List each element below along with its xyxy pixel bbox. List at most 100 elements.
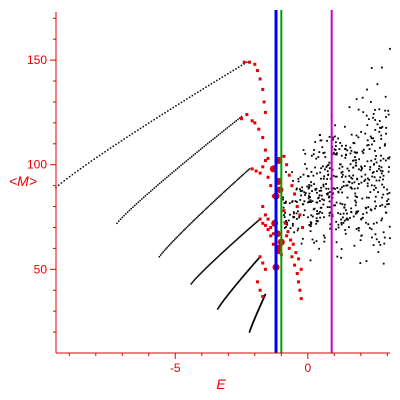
black-band-point — [176, 236, 179, 238]
black-cloud-point — [344, 144, 347, 147]
black-band-point — [169, 108, 172, 111]
black-cloud-point — [332, 174, 335, 177]
black-band-point — [223, 298, 226, 301]
black-cloud-point — [384, 109, 387, 112]
black-cloud-point — [374, 149, 376, 152]
black-band-point — [196, 151, 198, 153]
black-band-point — [57, 184, 60, 186]
red-point — [258, 77, 262, 81]
black-cloud-point — [324, 156, 327, 158]
black-cloud-point — [339, 202, 342, 205]
black-cloud-point — [335, 228, 337, 231]
black-cloud-point — [349, 217, 351, 219]
black-band-point — [150, 120, 153, 123]
black-cloud-point — [310, 181, 312, 183]
black-cloud-point — [310, 214, 313, 217]
black-cloud-point — [323, 151, 326, 154]
black-cloud-point — [383, 144, 386, 147]
black-band-point — [190, 283, 192, 285]
red-point — [290, 255, 294, 259]
black-band-point — [229, 71, 232, 73]
black-cloud-point — [291, 201, 294, 203]
black-cloud-point — [365, 260, 368, 262]
black-cloud-point — [304, 163, 306, 165]
vertical-lines — [274, 10, 333, 353]
black-band-point — [167, 175, 170, 177]
black-cloud-point — [366, 182, 369, 185]
black-cloud-point — [335, 220, 338, 223]
y-tick-label: 150 — [27, 53, 47, 67]
black-cloud-point — [301, 189, 304, 192]
black-cloud-point — [352, 215, 355, 218]
black-cloud-point — [372, 222, 375, 225]
black-band-point — [246, 61, 248, 63]
black-band-point — [206, 266, 208, 269]
black-cloud-point — [328, 161, 331, 164]
black-cloud-point — [292, 211, 295, 214]
black-cloud-point — [335, 141, 337, 144]
black-cloud-point — [348, 175, 351, 177]
black-cloud-point — [387, 113, 390, 116]
black-cloud-point — [283, 227, 286, 229]
black-cloud-point — [352, 166, 355, 169]
black-band-point — [137, 129, 139, 131]
red-point — [258, 255, 262, 259]
black-cloud-point — [346, 217, 348, 220]
black-cloud-point — [301, 203, 304, 206]
black-band-point — [230, 184, 233, 186]
black-cloud-point — [313, 183, 315, 185]
black-band-point — [66, 177, 68, 180]
black-band-point — [233, 121, 236, 123]
black-cloud-point — [300, 194, 303, 197]
black-band-point — [221, 76, 224, 78]
red-point — [266, 156, 270, 160]
black-band-point — [205, 144, 207, 146]
black-band-point — [191, 94, 194, 97]
black-cloud-point — [389, 47, 391, 50]
black-band-point — [164, 178, 166, 180]
black-cloud-point — [335, 153, 338, 156]
black-cloud-point — [362, 111, 365, 114]
black-band-point — [201, 147, 204, 149]
black-cloud-point — [301, 237, 304, 240]
black-cloud-point — [352, 141, 355, 144]
black-cloud-point — [367, 196, 370, 199]
black-cloud-point — [355, 98, 358, 101]
black-band-point — [109, 147, 112, 149]
black-cloud-point — [329, 227, 332, 230]
red-point — [297, 257, 301, 261]
black-cloud-point — [294, 200, 297, 203]
black-band-point — [231, 242, 234, 245]
black-cloud-point — [313, 241, 316, 244]
black-cloud-point — [356, 177, 359, 180]
black-band-point — [199, 89, 202, 92]
black-band-point — [219, 132, 221, 135]
black-cloud-point — [380, 134, 383, 137]
black-cloud-point — [315, 187, 318, 190]
black-band-point — [148, 191, 150, 194]
black-band-point — [126, 211, 129, 213]
black-cloud-point — [302, 173, 305, 176]
black-cloud-point — [336, 187, 339, 189]
black-cloud-point — [377, 191, 380, 194]
black-cloud-point — [372, 244, 375, 247]
black-cloud-point — [354, 212, 357, 215]
black-cloud-point — [289, 213, 291, 216]
black-band-point — [120, 140, 123, 142]
black-cloud-point — [389, 237, 391, 240]
black-band-point — [144, 195, 147, 197]
black-cloud-point — [372, 116, 374, 119]
black-cloud-point — [318, 199, 321, 202]
black-cloud-point — [376, 170, 378, 173]
red-point — [297, 280, 301, 284]
black-band-point — [189, 157, 191, 159]
black-cloud-point — [337, 226, 340, 229]
black-cloud-point — [369, 191, 372, 194]
black-cloud-point — [287, 219, 290, 222]
black-cloud-point — [332, 138, 334, 141]
black-cloud-point — [333, 148, 336, 151]
black-band-point — [180, 101, 183, 104]
red-point — [299, 297, 303, 301]
black-band-point — [224, 74, 226, 77]
black-cloud-point — [381, 217, 384, 220]
